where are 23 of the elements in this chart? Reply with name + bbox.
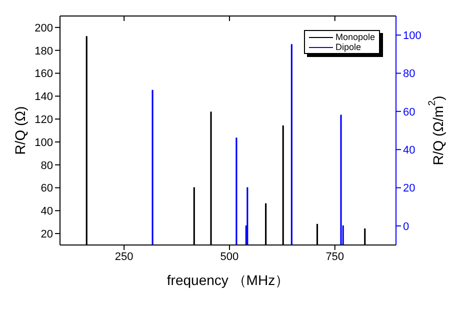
y-tick-label: 20	[40, 228, 53, 240]
y2-tick-label: 40	[403, 144, 416, 156]
y2-tick-label: 60	[403, 106, 416, 118]
x-tick-label: 750	[326, 250, 344, 263]
legend-label: Dipole	[335, 42, 361, 52]
x-tick-label: 500	[220, 250, 239, 263]
y-axis-title: R/Q (Ω)	[12, 106, 28, 155]
y2-tick-label: 100	[403, 30, 422, 42]
y-tick-label: 180	[34, 45, 53, 58]
y-tick-label: 40	[40, 206, 53, 218]
y2-tick-label: 20	[403, 182, 416, 195]
y-tick-label: 120	[34, 114, 53, 126]
y-tick-label: 140	[34, 91, 53, 104]
x-tick-label: 250	[114, 250, 134, 263]
y2-tick-label: 0	[403, 220, 410, 233]
y-tick-label: 160	[34, 68, 53, 80]
y-tick-label: 60	[40, 182, 53, 195]
y-tick-label: 200	[34, 22, 53, 34]
x-axis-title: frequency （MHz）	[166, 272, 290, 288]
y-tick-label: 80	[40, 160, 53, 172]
legend-label: Monopole	[335, 32, 375, 42]
y-tick-label: 100	[34, 136, 53, 149]
y2-tick-label: 80	[403, 68, 416, 80]
